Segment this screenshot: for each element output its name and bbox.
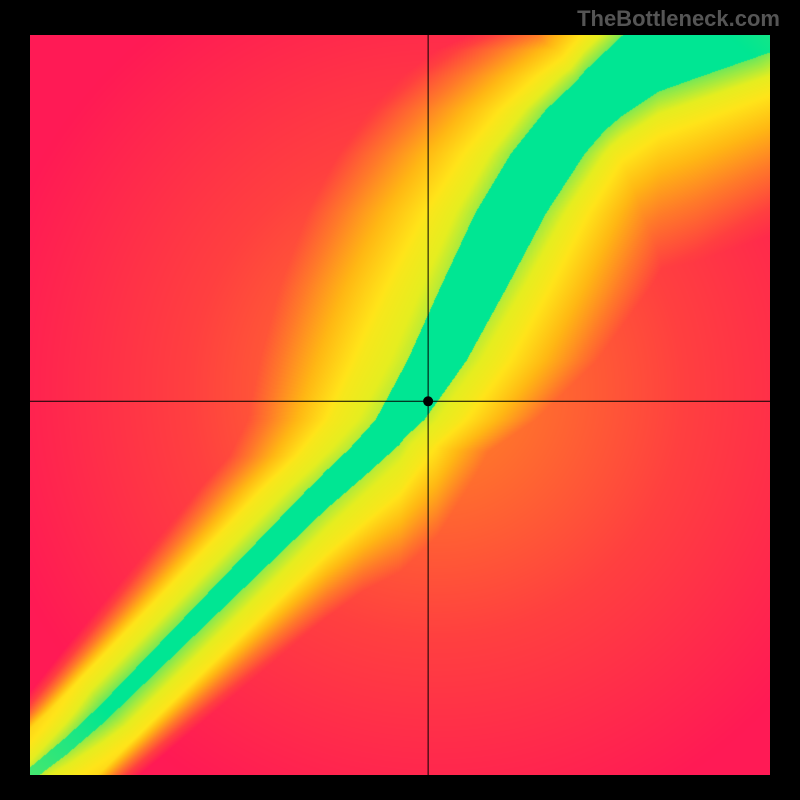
heatmap-canvas [30, 35, 770, 775]
watermark-text: TheBottleneck.com [577, 6, 780, 32]
chart-container: TheBottleneck.com [0, 0, 800, 800]
